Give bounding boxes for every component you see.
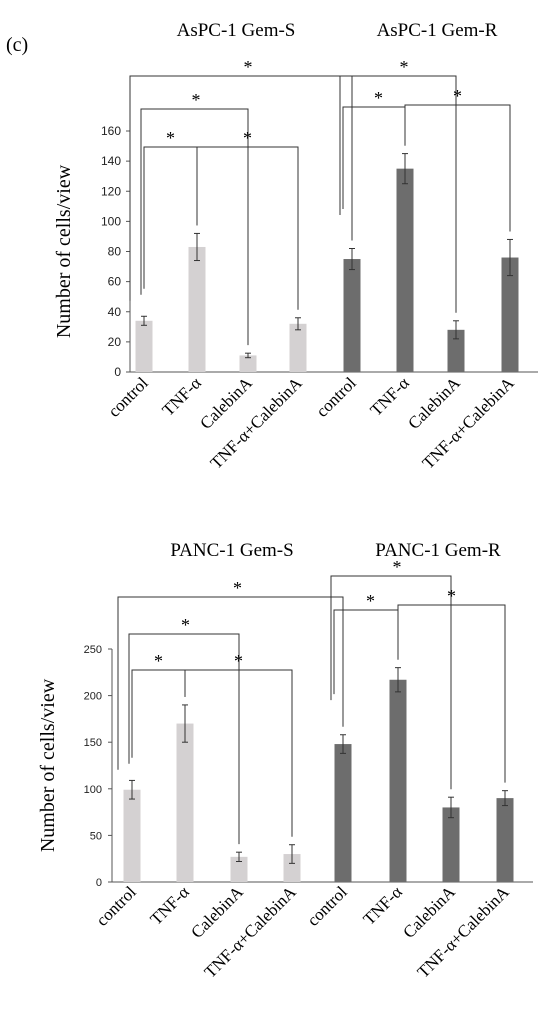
significance-bracket (339, 75, 457, 313)
y-tick-label: 0 (96, 877, 102, 889)
significance-marker: * (244, 57, 253, 77)
bar (176, 723, 194, 882)
x-tick-label: control (92, 882, 140, 930)
bar (135, 320, 153, 372)
bar (442, 807, 460, 882)
significance-bracket (184, 669, 293, 837)
x-tick-label: control (104, 373, 152, 421)
x-tick-label: TNF-α (158, 373, 205, 420)
y-tick-label: 140 (101, 154, 121, 168)
group-title: AsPC-1 Gem-R (377, 20, 498, 41)
y-tick-label: 100 (84, 784, 102, 796)
significance-marker: * (243, 128, 252, 148)
x-tick-label: TNF-α+CalebinA (207, 373, 307, 473)
significance-bracket (333, 609, 399, 695)
significance-marker: * (447, 586, 456, 606)
x-tick-label: TNF-α (366, 373, 413, 420)
bar (289, 323, 307, 372)
bar (496, 798, 514, 882)
bar (283, 854, 301, 882)
x-tick-label: TNF-α+CalebinA (201, 882, 301, 982)
y-tick-label: 200 (84, 691, 102, 703)
x-tick-label: TNF-α (359, 882, 406, 929)
significance-marker: * (233, 578, 242, 598)
bar (188, 246, 206, 372)
significance-bracket (128, 633, 240, 845)
y-tick-label: 0 (114, 365, 121, 379)
significance-marker: * (393, 557, 402, 577)
significance-marker: * (453, 86, 462, 106)
bar (447, 329, 465, 372)
bar (396, 168, 414, 372)
significance-bracket (196, 146, 299, 310)
y-axis-label: Number of cells/view (53, 164, 75, 338)
bar (230, 856, 248, 882)
significance-marker: * (374, 88, 383, 108)
bar (389, 679, 407, 882)
y-tick-label: 40 (108, 305, 122, 319)
y-tick-label: 50 (90, 830, 102, 842)
group-title: AsPC-1 Gem-S (177, 20, 296, 41)
significance-marker: * (400, 57, 409, 77)
y-tick-label: 120 (101, 184, 121, 198)
y-axis-label: Number of cells/view (37, 678, 59, 852)
bar (343, 259, 361, 372)
significance-bracket (397, 604, 506, 783)
panel-label: (c) (6, 34, 29, 56)
y-tick-label: 250 (84, 644, 102, 656)
bar (334, 744, 352, 882)
significance-marker: * (366, 591, 375, 611)
significance-bracket (117, 596, 344, 770)
bar (501, 257, 519, 372)
significance-bracket (330, 575, 452, 790)
x-tick-label: TNF-α+CalebinA (414, 882, 514, 982)
significance-marker: * (234, 651, 243, 671)
x-tick-label: TNF-α+CalebinA (419, 373, 519, 473)
y-tick-label: 160 (101, 124, 121, 138)
significance-marker: * (181, 615, 190, 635)
x-tick-label: TNF-α (146, 882, 193, 929)
y-tick-label: 60 (108, 275, 122, 289)
significance-bracket (404, 104, 511, 232)
significance-marker: * (154, 651, 163, 671)
group-title: PANC-1 Gem-S (170, 540, 293, 561)
y-tick-label: 100 (101, 214, 121, 228)
x-tick-label: control (303, 882, 351, 930)
bar (239, 355, 257, 372)
significance-marker: * (166, 128, 175, 148)
x-tick-label: control (312, 373, 360, 421)
significance-bracket (140, 108, 249, 346)
group-title: PANC-1 Gem-R (375, 540, 501, 561)
y-tick-label: 150 (84, 737, 102, 749)
significance-marker: * (192, 90, 201, 110)
bar (123, 789, 141, 882)
y-tick-label: 80 (108, 245, 122, 259)
significance-bracket (129, 75, 353, 301)
y-tick-label: 20 (108, 335, 122, 349)
